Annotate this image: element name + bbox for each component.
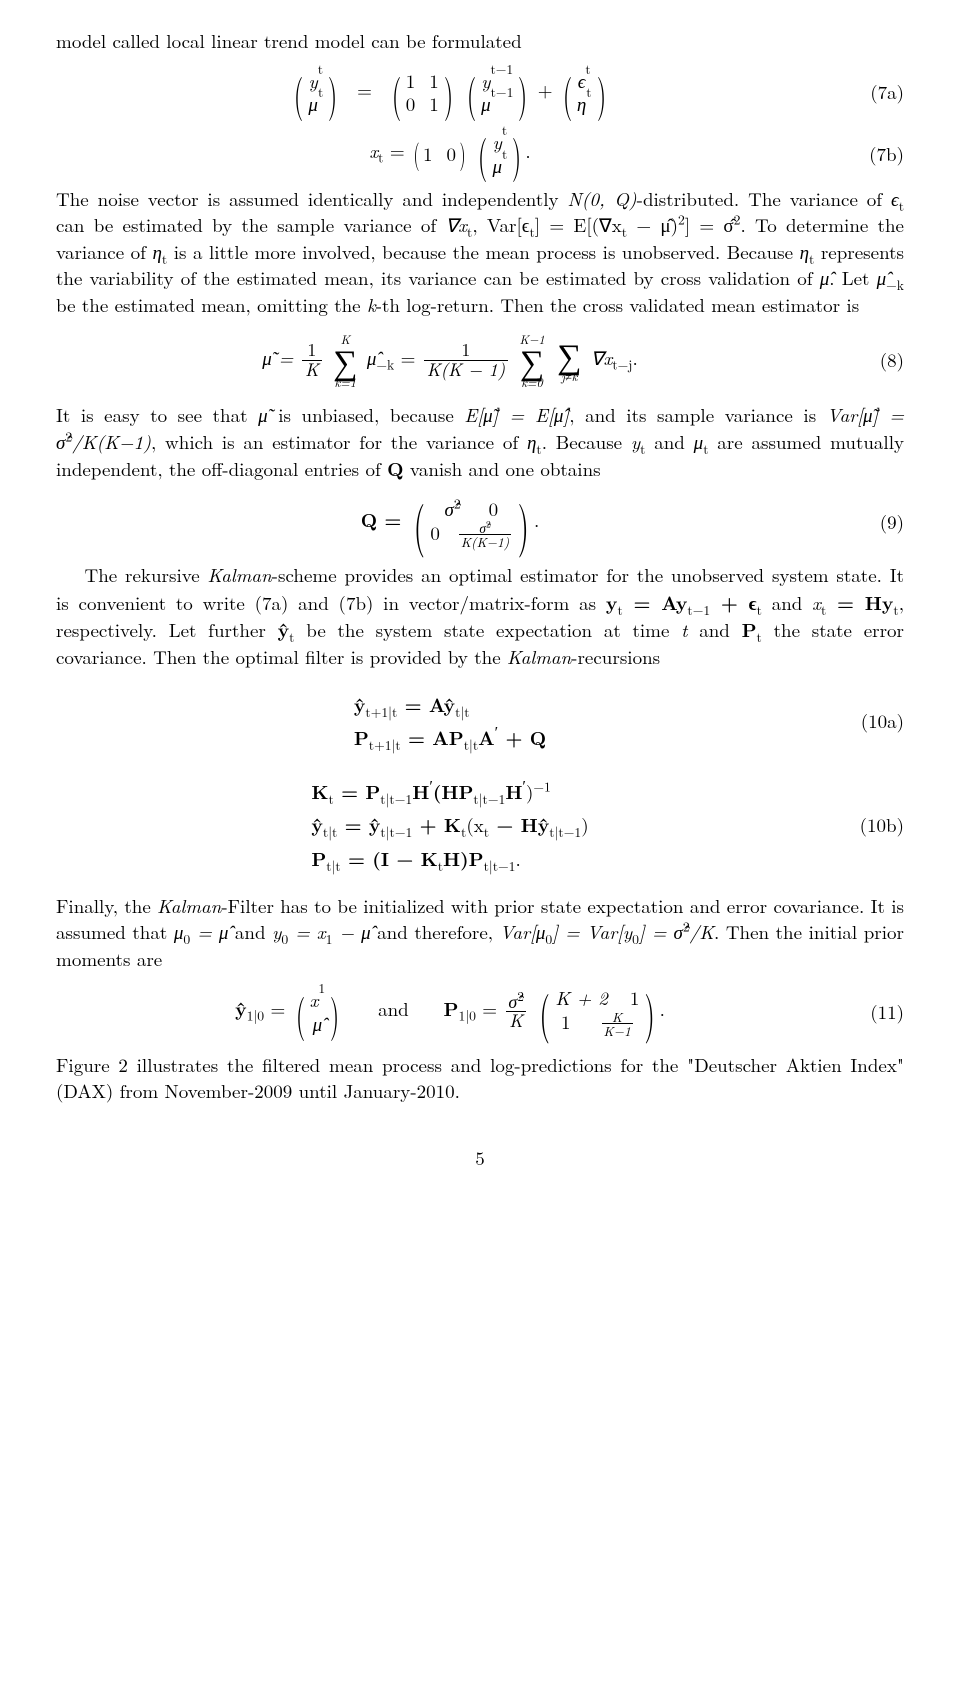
equation-10a: ŷt+1|t = Aŷt|t Pt+1|t = APt|tA′ + Q (10a… [56, 685, 904, 758]
intro-line: model called local linear trend model ca… [56, 28, 904, 55]
para-unbiased: It is easy to see that μ̃ is unbiased, b… [56, 402, 904, 483]
equation-9: Q = ( σ̂20 0σ̂2K(K−1) ) . (9) [56, 497, 904, 548]
eq-label-11: (11) [844, 999, 904, 1026]
equation-8: μ̃ = 1K K∑k=1 μ̂−k = 1K(K − 1) K−1∑k=0 ∑… [56, 333, 904, 388]
eq-label-10a: (10a) [844, 708, 904, 735]
eq-label-7a: (7a) [844, 79, 904, 106]
equation-7b: xt = ( 10 ) ( yt μt ) . (7b) [56, 130, 904, 178]
page-number: 5 [56, 1145, 904, 1172]
equation-10b: Kt = Pt|t−1H′(HPt|t−1H′)−1 ŷt|t = ŷt|t−1… [56, 772, 904, 879]
equation-7a: ( yt μt ) = ( 11 01 ) ( yt−1 μt−1 ) + [56, 69, 904, 117]
eq-label-7b: (7b) [844, 141, 904, 168]
eq-label-9: (9) [844, 509, 904, 536]
eq-label-10b: (10b) [844, 812, 904, 839]
eq-label-8: (8) [844, 347, 904, 374]
equation-11: ŷ1|0 = ( x1 μ̂ ) and P1|0 = σ̂2K ( K + 2… [56, 986, 904, 1037]
para-kalman: The rekursive Kalman-scheme provides an … [56, 562, 904, 670]
para-init: Finally, the Kalman-Filter has to be ini… [56, 893, 904, 973]
para-figure-ref: Figure 2 illustrates the filtered mean p… [56, 1052, 904, 1105]
para-noise: The noise vector is assumed identically … [56, 186, 904, 319]
